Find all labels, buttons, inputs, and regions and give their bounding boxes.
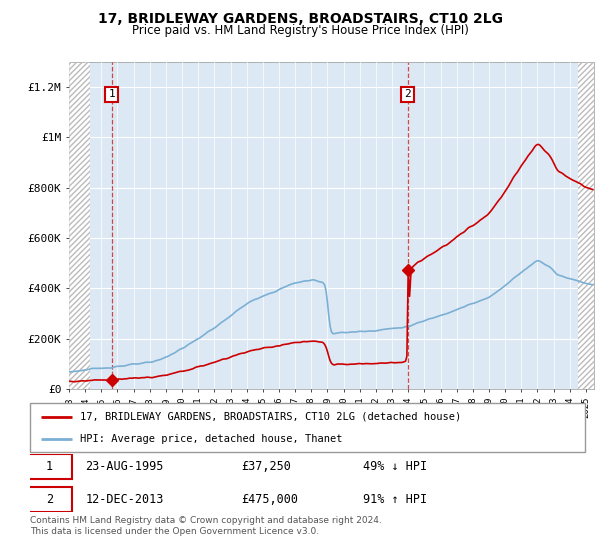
Text: 12-DEC-2013: 12-DEC-2013	[86, 493, 164, 506]
Text: £37,250: £37,250	[241, 460, 291, 473]
Bar	[69, 62, 90, 389]
Text: 91% ↑ HPI: 91% ↑ HPI	[363, 493, 427, 506]
Text: 17, BRIDLEWAY GARDENS, BROADSTAIRS, CT10 2LG: 17, BRIDLEWAY GARDENS, BROADSTAIRS, CT10…	[97, 12, 503, 26]
FancyBboxPatch shape	[30, 403, 585, 452]
Text: HPI: Average price, detached house, Thanet: HPI: Average price, detached house, Than…	[80, 434, 343, 444]
Text: Contains HM Land Registry data © Crown copyright and database right 2024.
This d: Contains HM Land Registry data © Crown c…	[30, 516, 382, 536]
FancyBboxPatch shape	[27, 487, 71, 512]
Text: 17, BRIDLEWAY GARDENS, BROADSTAIRS, CT10 2LG (detached house): 17, BRIDLEWAY GARDENS, BROADSTAIRS, CT10…	[80, 412, 461, 422]
Text: 1: 1	[46, 460, 53, 473]
Bar	[69, 62, 90, 389]
Bar	[578, 62, 594, 389]
Text: 1: 1	[108, 90, 115, 99]
Text: £475,000: £475,000	[241, 493, 298, 506]
Text: 2: 2	[404, 90, 411, 99]
Text: 23-AUG-1995: 23-AUG-1995	[86, 460, 164, 473]
Text: 49% ↓ HPI: 49% ↓ HPI	[363, 460, 427, 473]
Bar	[578, 62, 594, 389]
FancyBboxPatch shape	[27, 454, 71, 479]
Text: Price paid vs. HM Land Registry's House Price Index (HPI): Price paid vs. HM Land Registry's House …	[131, 24, 469, 37]
Text: 2: 2	[46, 493, 53, 506]
